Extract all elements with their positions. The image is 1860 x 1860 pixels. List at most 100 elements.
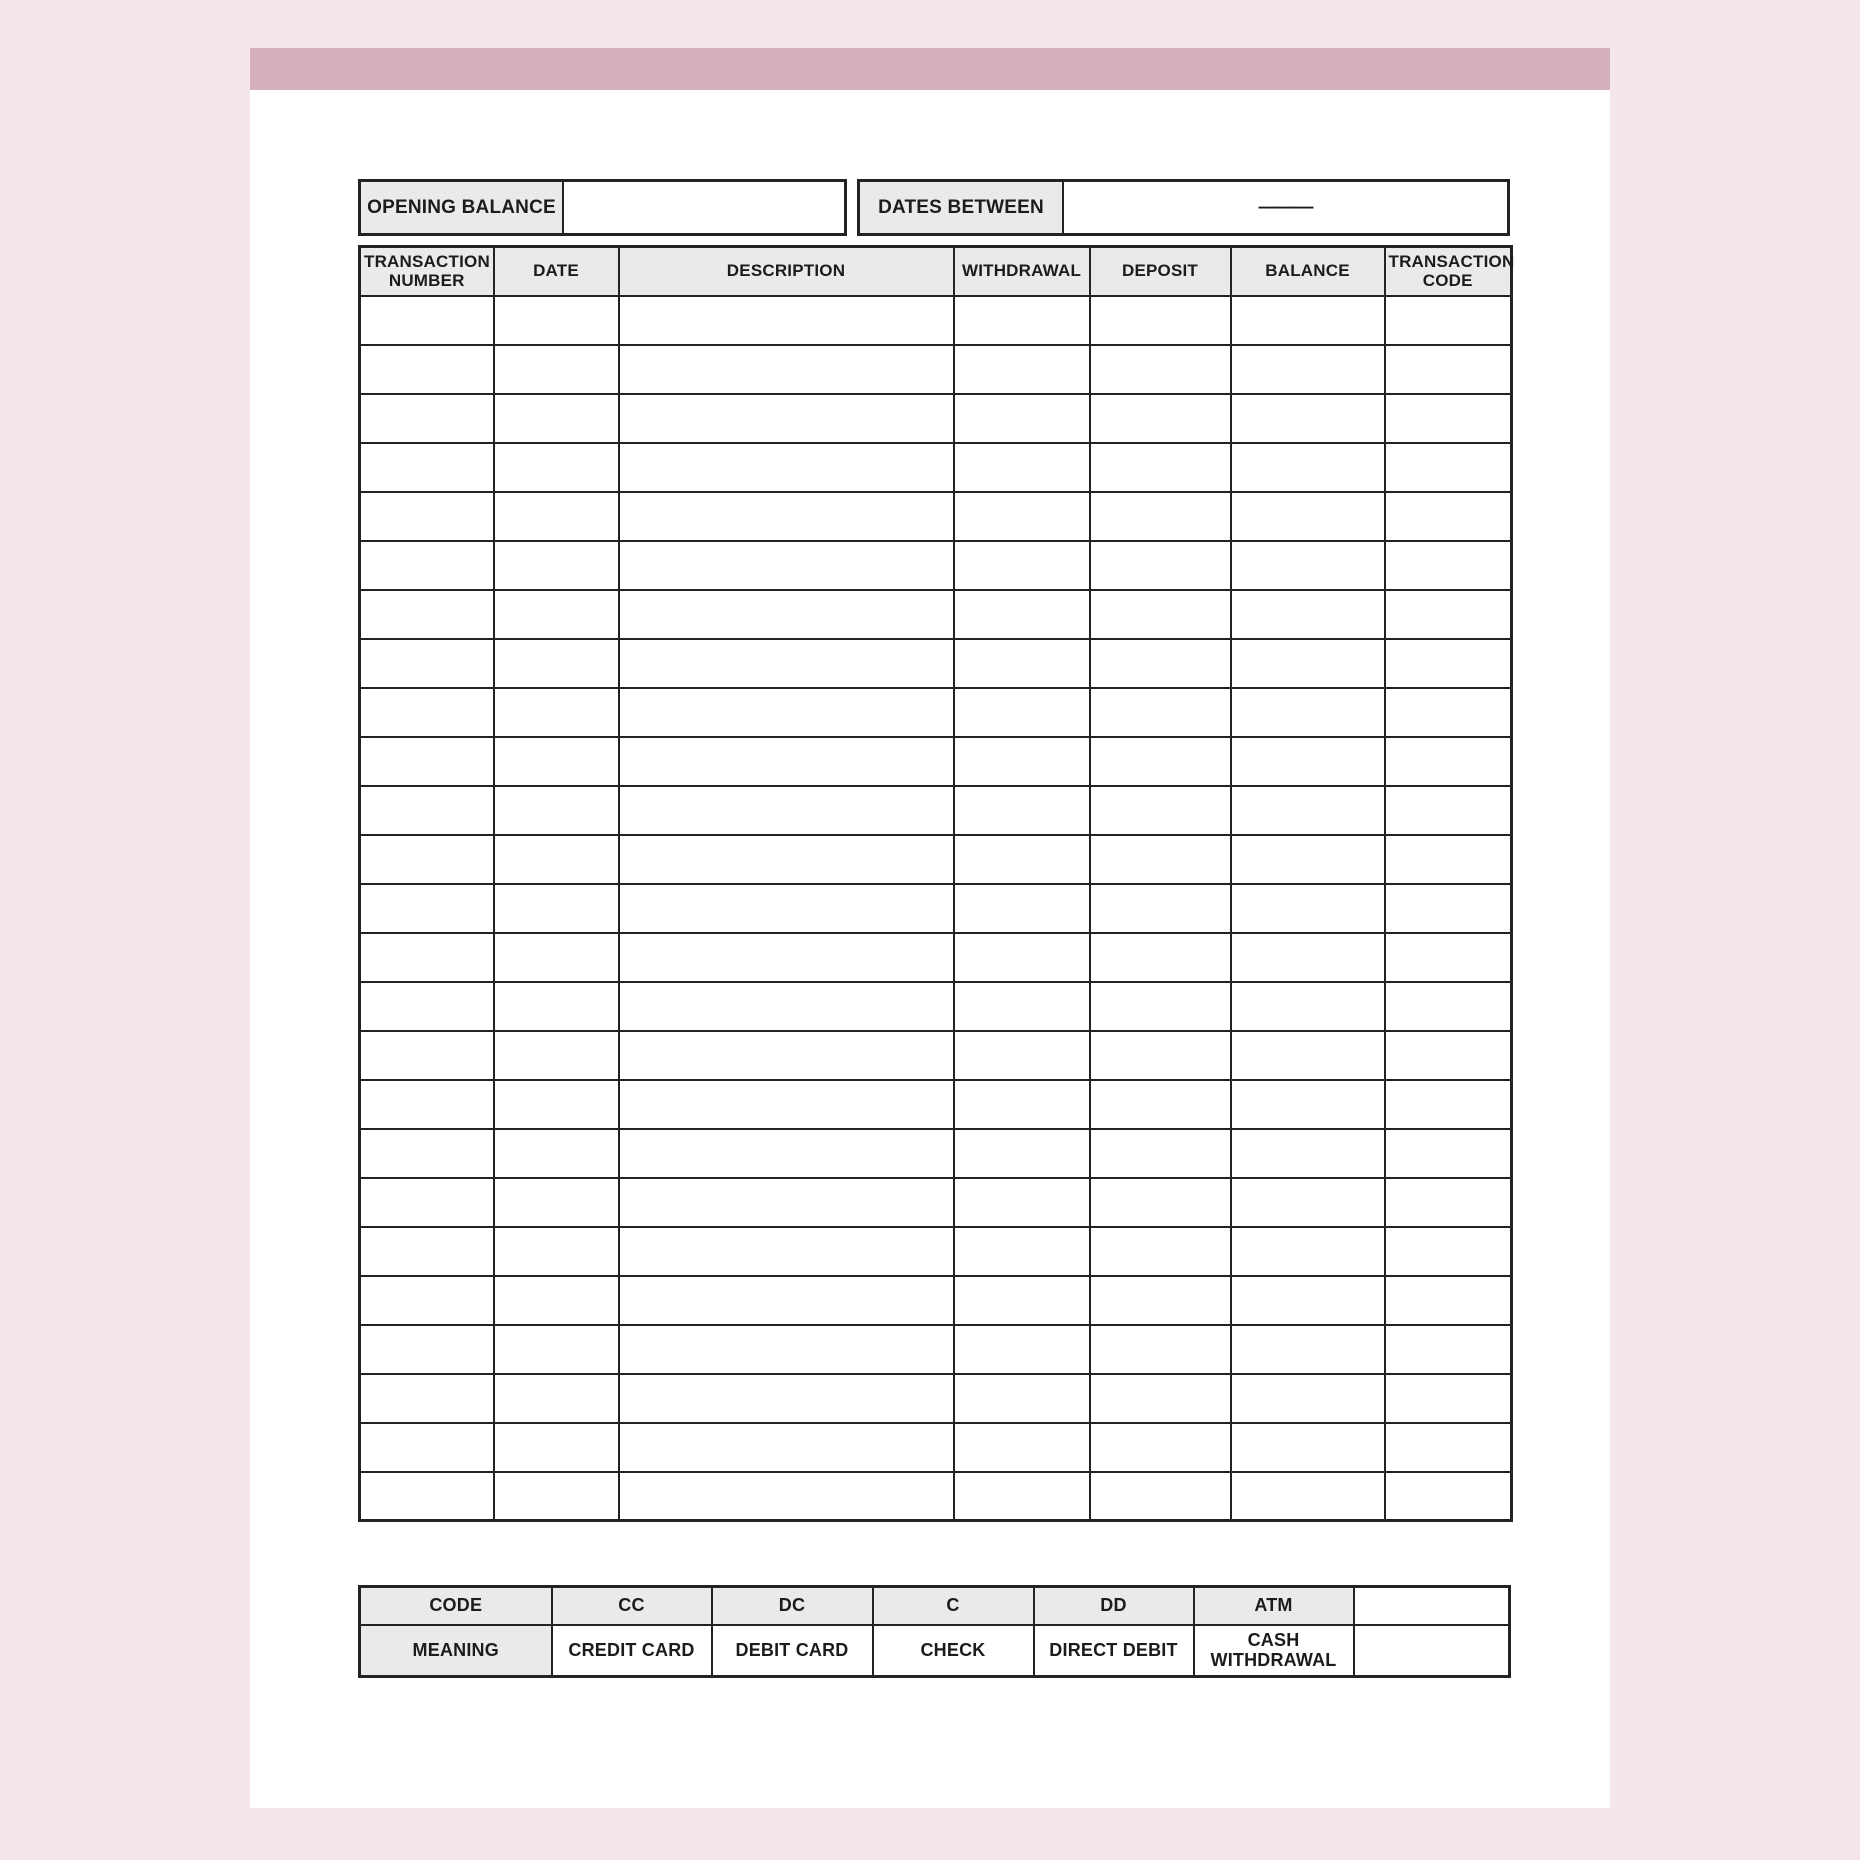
- register-cell[interactable]: [617, 1225, 955, 1277]
- register-cell[interactable]: [492, 1176, 620, 1228]
- register-cell[interactable]: [492, 1372, 620, 1424]
- register-cell[interactable]: [1088, 686, 1232, 738]
- register-cell[interactable]: [1383, 784, 1513, 836]
- register-cell[interactable]: [1229, 637, 1386, 689]
- register-cell[interactable]: [952, 637, 1091, 689]
- register-cell[interactable]: [1229, 1323, 1386, 1375]
- register-cell[interactable]: [358, 441, 495, 493]
- register-cell[interactable]: [952, 1323, 1091, 1375]
- register-cell[interactable]: [1383, 1029, 1513, 1081]
- register-cell[interactable]: [1229, 343, 1386, 395]
- register-cell[interactable]: [1383, 441, 1513, 493]
- register-cell[interactable]: [617, 1029, 955, 1081]
- register-cell[interactable]: [358, 784, 495, 836]
- register-cell[interactable]: [1383, 294, 1513, 346]
- register-cell[interactable]: [358, 1421, 495, 1473]
- register-cell[interactable]: [1229, 735, 1386, 787]
- register-cell[interactable]: [1383, 588, 1513, 640]
- register-cell[interactable]: [358, 588, 495, 640]
- register-cell[interactable]: [952, 784, 1091, 836]
- register-cell[interactable]: [952, 294, 1091, 346]
- register-cell[interactable]: [358, 392, 495, 444]
- register-cell[interactable]: [492, 1274, 620, 1326]
- dates-between-input[interactable]: ———: [1064, 182, 1507, 233]
- register-cell[interactable]: [358, 1470, 495, 1522]
- register-cell[interactable]: [1229, 490, 1386, 542]
- register-cell[interactable]: [358, 637, 495, 689]
- register-cell[interactable]: [1383, 980, 1513, 1032]
- register-cell[interactable]: [1088, 637, 1232, 689]
- register-cell[interactable]: [1383, 343, 1513, 395]
- register-cell[interactable]: [952, 392, 1091, 444]
- register-cell[interactable]: [617, 490, 955, 542]
- register-cell[interactable]: [1229, 588, 1386, 640]
- register-cell[interactable]: [358, 735, 495, 787]
- register-cell[interactable]: [1229, 1225, 1386, 1277]
- register-cell[interactable]: [952, 441, 1091, 493]
- register-cell[interactable]: [1229, 1029, 1386, 1081]
- register-cell[interactable]: [1088, 588, 1232, 640]
- register-cell[interactable]: [617, 1078, 955, 1130]
- register-cell[interactable]: [1229, 539, 1386, 591]
- register-cell[interactable]: [617, 882, 955, 934]
- register-cell[interactable]: [952, 833, 1091, 885]
- register-cell[interactable]: [617, 1372, 955, 1424]
- register-cell[interactable]: [492, 1323, 620, 1375]
- register-cell[interactable]: [1229, 1372, 1386, 1424]
- register-cell[interactable]: [492, 686, 620, 738]
- register-cell[interactable]: [1088, 784, 1232, 836]
- register-cell[interactable]: [492, 637, 620, 689]
- register-cell[interactable]: [952, 539, 1091, 591]
- register-cell[interactable]: [492, 588, 620, 640]
- register-cell[interactable]: [617, 441, 955, 493]
- meaning-empty-cell[interactable]: [1352, 1623, 1511, 1678]
- register-cell[interactable]: [1088, 490, 1232, 542]
- register-cell[interactable]: [1229, 1421, 1386, 1473]
- register-cell[interactable]: [617, 784, 955, 836]
- register-cell[interactable]: [358, 1372, 495, 1424]
- register-cell[interactable]: [617, 735, 955, 787]
- register-cell[interactable]: [492, 1029, 620, 1081]
- register-cell[interactable]: [1229, 294, 1386, 346]
- register-cell[interactable]: [1383, 833, 1513, 885]
- register-cell[interactable]: [1383, 735, 1513, 787]
- register-cell[interactable]: [617, 833, 955, 885]
- register-cell[interactable]: [1088, 1127, 1232, 1179]
- register-cell[interactable]: [1229, 392, 1386, 444]
- register-cell[interactable]: [952, 735, 1091, 787]
- register-cell[interactable]: [952, 1274, 1091, 1326]
- register-cell[interactable]: [617, 1274, 955, 1326]
- register-cell[interactable]: [1383, 1274, 1513, 1326]
- register-cell[interactable]: [358, 294, 495, 346]
- register-cell[interactable]: [358, 1225, 495, 1277]
- register-cell[interactable]: [358, 490, 495, 542]
- register-cell[interactable]: [952, 343, 1091, 395]
- register-cell[interactable]: [617, 294, 955, 346]
- register-cell[interactable]: [1088, 1078, 1232, 1130]
- register-cell[interactable]: [1383, 882, 1513, 934]
- register-cell[interactable]: [1088, 882, 1232, 934]
- register-cell[interactable]: [617, 1323, 955, 1375]
- register-cell[interactable]: [492, 343, 620, 395]
- register-cell[interactable]: [492, 784, 620, 836]
- register-cell[interactable]: [358, 686, 495, 738]
- register-cell[interactable]: [1229, 784, 1386, 836]
- register-cell[interactable]: [952, 490, 1091, 542]
- register-cell[interactable]: [952, 1225, 1091, 1277]
- register-cell[interactable]: [1088, 1421, 1232, 1473]
- register-cell[interactable]: [492, 1225, 620, 1277]
- register-cell[interactable]: [617, 1470, 955, 1522]
- register-cell[interactable]: [1383, 1127, 1513, 1179]
- register-cell[interactable]: [358, 882, 495, 934]
- register-cell[interactable]: [492, 1078, 620, 1130]
- register-cell[interactable]: [1383, 1078, 1513, 1130]
- register-cell[interactable]: [1088, 539, 1232, 591]
- register-cell[interactable]: [1088, 343, 1232, 395]
- register-cell[interactable]: [358, 1323, 495, 1375]
- register-cell[interactable]: [492, 490, 620, 542]
- register-cell[interactable]: [1229, 882, 1386, 934]
- register-cell[interactable]: [952, 980, 1091, 1032]
- register-cell[interactable]: [1088, 735, 1232, 787]
- register-cell[interactable]: [952, 1421, 1091, 1473]
- register-cell[interactable]: [952, 1372, 1091, 1424]
